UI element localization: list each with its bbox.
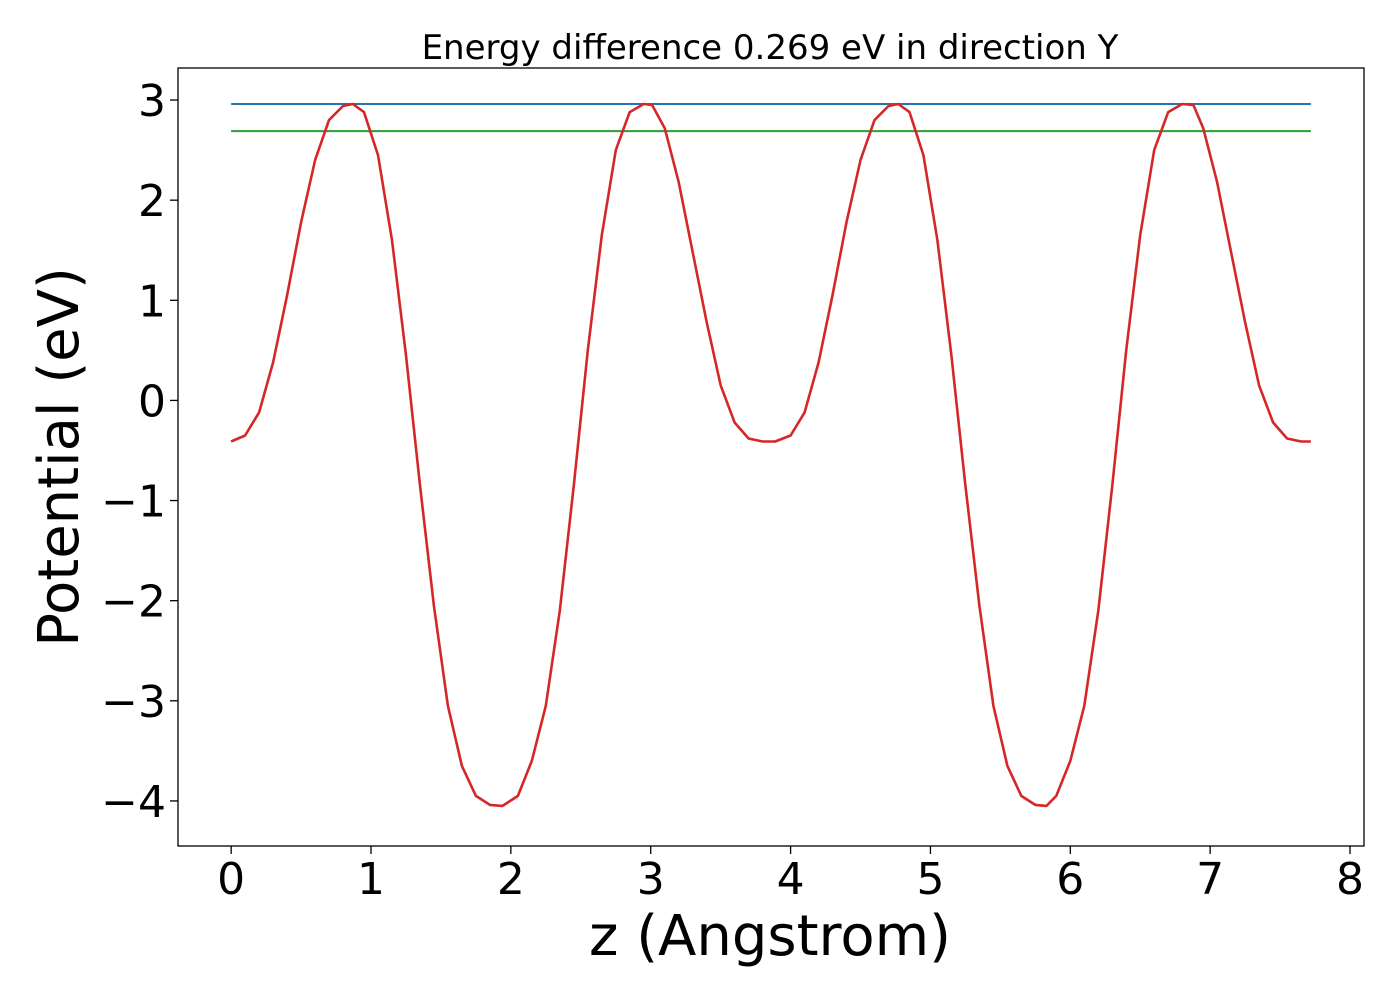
chart-title: Energy difference 0.269 eV in direction … <box>422 28 1119 68</box>
series-line-2 <box>230 102 1311 808</box>
x-tick-label: 6 <box>1056 854 1084 905</box>
y-tick-label: 0 <box>138 376 166 427</box>
y-tick-label: −1 <box>101 477 166 528</box>
x-tick-label: 4 <box>777 854 805 905</box>
x-tick-label: 1 <box>357 854 385 905</box>
y-tick-label: 2 <box>138 176 166 227</box>
x-tick-label: 3 <box>637 854 665 905</box>
x-tick-label: 0 <box>217 854 245 905</box>
x-tick-label: 2 <box>497 854 525 905</box>
y-tick-label: 3 <box>138 76 166 127</box>
y-tick-label: −2 <box>101 577 166 628</box>
x-tick-label: 8 <box>1336 854 1364 905</box>
x-axis-title: z (Angstrom) <box>589 904 951 969</box>
plot-frame <box>177 67 1365 847</box>
x-tick-label: 7 <box>1196 854 1224 905</box>
y-tick-label: 1 <box>138 276 166 327</box>
y-axis-title: Potential (eV) <box>27 267 92 647</box>
y-tick-label: −3 <box>101 677 166 728</box>
y-tick-label: −4 <box>101 777 166 828</box>
x-tick-label: 5 <box>916 854 944 905</box>
plot-area: 0 1 2 3 4 5 6 7 8 3 2 1 0 −1 −2 −3 −4 <box>101 67 1365 905</box>
